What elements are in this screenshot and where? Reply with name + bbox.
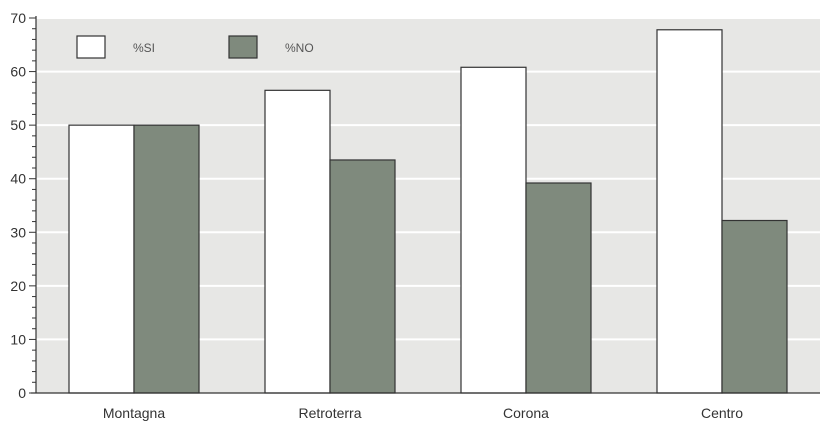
y-tick-label: 20 — [10, 278, 26, 294]
legend-swatch-no — [228, 35, 258, 59]
bar-si-centro — [656, 29, 723, 394]
legend: %SI %NO — [76, 35, 314, 59]
bar-si-corona — [460, 66, 527, 394]
bar-si-retroterra — [264, 89, 331, 394]
y-tick-label: 40 — [10, 171, 26, 187]
bar-no-montagna — [133, 124, 200, 394]
x-tick-label: Centro — [701, 405, 743, 421]
y-axis: 0 10 20 30 40 50 60 70 — [10, 10, 820, 401]
y-tick-label: 60 — [10, 64, 26, 80]
y-tick-label: 10 — [10, 331, 26, 347]
legend-label-no: %NO — [285, 41, 314, 55]
y-tick-label: 50 — [10, 117, 26, 133]
x-tick-label: Retroterra — [298, 405, 361, 421]
y-tick-label: 0 — [18, 385, 26, 401]
x-axis-labels: Montagna Retroterra Corona Centro — [103, 405, 743, 421]
bar-si-montagna — [68, 124, 135, 394]
y-tick-label: 30 — [10, 224, 26, 240]
x-tick-label: Montagna — [103, 405, 165, 421]
y-tick-label: 70 — [10, 10, 26, 26]
bar-no-retroterra — [329, 159, 396, 394]
legend-swatch-si — [76, 35, 106, 59]
bar-no-centro — [721, 219, 788, 394]
legend-label-si: %SI — [133, 41, 155, 55]
bar-no-corona — [525, 182, 592, 394]
x-tick-label: Corona — [503, 405, 549, 421]
